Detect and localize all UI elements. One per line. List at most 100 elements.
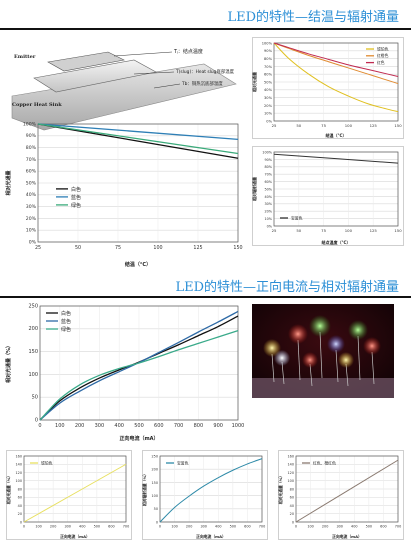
section-divider (0, 296, 411, 298)
x-tick-label: 100 (345, 228, 353, 233)
plot-area-border (273, 42, 399, 122)
x-tick-label: 50 (296, 123, 301, 128)
series-line-2 (37, 123, 239, 155)
legend-label: 琥珀色 (41, 460, 53, 465)
chart-forward-current-flux-white-blue-green: 0 50 100 150 200 250 0 100 200 300 400 500 600 700 800… (5, 303, 245, 442)
y-tick-label: 20% (264, 104, 273, 108)
y-tick-label: 20 (290, 512, 294, 516)
x-tick-label: 800 (194, 423, 204, 429)
y-tick-label: 10% (26, 228, 37, 234)
y-tick-label: 120 (16, 471, 22, 475)
x-tick-label: 200 (186, 524, 192, 528)
y-tick-label: 30% (264, 202, 272, 206)
series-line-0 (295, 459, 399, 523)
y-tick-label: 40% (264, 88, 273, 92)
y-tick-label: 50 (32, 395, 38, 401)
chart-junction-temp-radiant-royal-blue: 0% 10% 20% 30% 40% 50% 60% 70% 80% 90% 100% 25 50 75 1… (251, 146, 404, 246)
y-tick-label: 100 (28, 372, 38, 378)
x-tick-label: 100 (35, 524, 41, 528)
series-line-0 (273, 153, 399, 164)
led-glow-shape (274, 350, 290, 366)
y-axis-label: 相对光通量（%） (6, 474, 11, 504)
x-tick-label: 100 (153, 245, 162, 251)
y-tick-label: 150 (28, 349, 38, 355)
chart-frame (142, 450, 268, 540)
chart-frame (6, 450, 132, 540)
x-tick-label: 100 (171, 524, 177, 528)
x-tick-label: 125 (370, 228, 378, 233)
led-glow-shape (327, 335, 345, 353)
x-tick-label: 700 (174, 423, 184, 429)
legend-label: 白色 (71, 186, 81, 193)
x-tick-label: 700 (123, 524, 129, 528)
chart-junction-temp-flux-white-blue-green: 0% 10% 20% 30% 40% 50% 60% 70% 80% 90% 100% 25 50 75 1… (5, 121, 243, 268)
x-tick-label: 150 (394, 228, 402, 233)
y-tick-label: 100 (16, 479, 22, 483)
x-tick-label: 700 (259, 524, 265, 528)
y-tick-label: 250 (152, 454, 158, 458)
led-glow-shape (288, 324, 308, 344)
legend-label: 蓝色 (61, 318, 71, 325)
legend-label: 红橙色 (377, 53, 389, 58)
x-tick-label: 25 (272, 228, 277, 233)
y-tick-label: 80% (264, 57, 273, 61)
x-tick-label: 50 (75, 245, 81, 251)
x-tick-label: 500 (366, 524, 372, 528)
plot-area-border (23, 455, 127, 523)
y-tick-label: 160 (16, 454, 22, 458)
y-tick-label: 0 (292, 520, 294, 524)
led-leads (271, 331, 375, 387)
x-tick-label: 900 (213, 423, 223, 429)
x-tick-label: 100 (55, 423, 65, 429)
x-tick-label: 125 (370, 123, 378, 128)
x-tick-label: 25 (272, 123, 277, 128)
x-axis-label: 正向电流（mA） (196, 534, 226, 539)
section-divider (0, 28, 411, 30)
y-tick-label: 90% (264, 49, 273, 53)
y-tick-label: 50% (264, 80, 273, 84)
x-tick-label: 75 (115, 245, 121, 251)
y-tick-label: 30% (26, 204, 37, 210)
series-line-0 (23, 463, 127, 523)
leader-tb (153, 83, 181, 89)
x-tick-label: 100 (307, 524, 313, 528)
x-tick-label: 50 (296, 228, 301, 233)
legend-label: 红色 (377, 60, 385, 65)
y-tick-label: 30% (264, 96, 273, 100)
section-title-junction-temp: LED的特性—结温与辐射通量 (227, 10, 399, 25)
x-tick-label: 600 (244, 524, 250, 528)
heatsink-label: Copper Heat Sink (12, 102, 62, 108)
x-tick-label: 200 (322, 524, 328, 528)
y-tick-label: 40 (290, 504, 294, 508)
leader-tslug (133, 71, 175, 75)
y-tick-label: 80 (290, 487, 294, 491)
y-tick-label: 20 (18, 512, 22, 516)
series-line-1 (37, 123, 239, 140)
led-glow-shape (363, 337, 381, 355)
x-tick-label: 0 (159, 524, 161, 528)
x-tick-label: 600 (108, 524, 114, 528)
y-tick-label: 60% (264, 180, 272, 184)
x-tick-label: 200 (50, 524, 56, 528)
y-tick-label: 60% (26, 169, 37, 175)
series-line-0 (273, 42, 399, 113)
y-axis-label: 相对光通量（%） (278, 474, 283, 504)
plot-area-border (295, 455, 399, 523)
x-axis-label: 正向电流（mA） (60, 534, 90, 539)
y-tick-label: 200 (152, 468, 158, 472)
chart-frame (252, 146, 404, 246)
y-tick-label: 200 (28, 326, 38, 332)
x-tick-label: 75 (321, 228, 326, 233)
x-tick-label: 75 (321, 123, 326, 128)
chart-forward-current-radiant-royal-blue: 0 50 100 150 200 250 0 100 200 300 400 500 600 700 正向电… (142, 450, 268, 540)
breadboard-shape (252, 378, 394, 398)
x-tick-label: 1000 (232, 423, 245, 429)
y-tick-label: 40% (264, 195, 272, 199)
y-tick-label: 80% (26, 145, 37, 151)
chart-junction-temp-flux-amber-red: 0% 10% 20% 30% 40% 50% 60% 70% 80% 90% 100% 25 50 75 1… (251, 37, 404, 139)
y-tick-label: 140 (288, 463, 294, 467)
y-tick-label: 50% (26, 180, 37, 186)
legend-label: 琥珀色 (377, 46, 389, 51)
y-tick-label: 100% (262, 41, 273, 45)
x-tick-label: 300 (95, 423, 105, 429)
